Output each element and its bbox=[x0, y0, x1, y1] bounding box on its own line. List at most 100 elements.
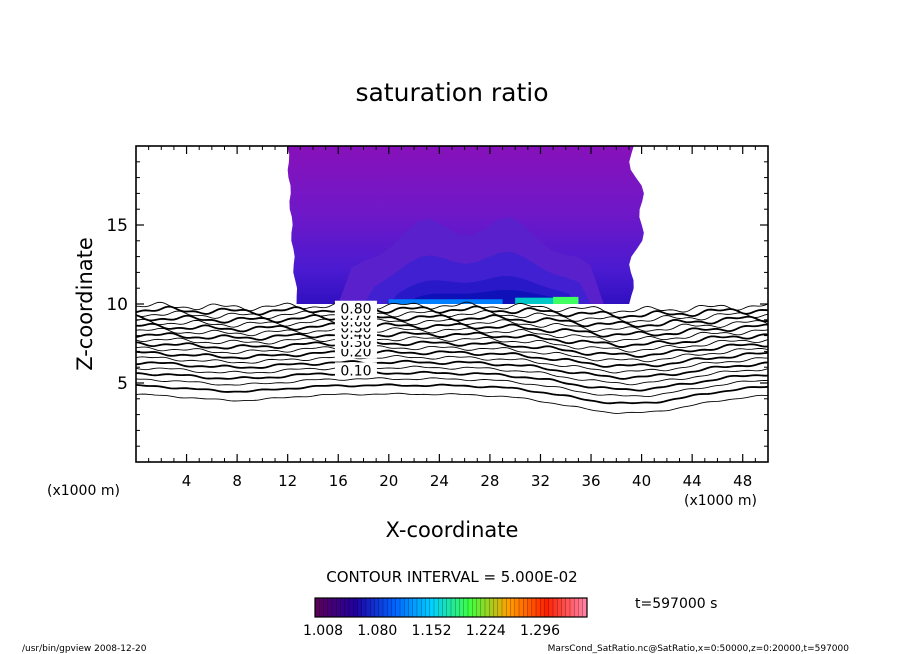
x-axis-label: X-coordinate bbox=[386, 518, 519, 542]
colorbar-swatch bbox=[570, 598, 575, 617]
contour-labels: 0.100.200.300.400.500.600.700.80 bbox=[334, 300, 377, 379]
colorbar-swatch bbox=[353, 598, 358, 617]
x-unit-right: (x1000 m) bbox=[684, 493, 757, 509]
colorbar-swatch bbox=[514, 598, 520, 617]
colorbar-swatch bbox=[497, 598, 503, 617]
colorbar-swatch bbox=[400, 598, 405, 617]
contour-line bbox=[136, 330, 768, 348]
colorbar-swatch bbox=[366, 598, 371, 617]
colorbar-swatch bbox=[527, 598, 533, 617]
colorbar-swatch bbox=[446, 598, 452, 617]
footer-right: MarsCond_SatRatio.nc@SatRatio,x=0:50000,… bbox=[548, 644, 850, 654]
contour-line bbox=[136, 322, 768, 338]
y-tick-label: 15 bbox=[106, 216, 128, 236]
colorbar-swatch bbox=[383, 598, 388, 617]
x-axis-ticks: 4 8 12 16 20 24 28 32 36 40 44 48 bbox=[148, 146, 756, 490]
x-tick-label: 44 bbox=[683, 472, 702, 490]
colorbar-swatch bbox=[544, 598, 550, 617]
x-tick-label: 28 bbox=[480, 472, 499, 490]
colorbar-swatch bbox=[349, 598, 354, 617]
contour-line bbox=[136, 392, 768, 414]
colorbar-swatch bbox=[332, 598, 337, 617]
colorbar-swatch bbox=[412, 598, 418, 617]
colorbar-swatch bbox=[463, 598, 469, 617]
colorbar-swatch bbox=[553, 598, 558, 617]
x-tick-label: 40 bbox=[632, 472, 651, 490]
contour-line bbox=[136, 383, 768, 405]
peak-value-band bbox=[553, 296, 579, 304]
contour-line bbox=[136, 365, 768, 386]
contour-lines bbox=[136, 301, 768, 414]
colorbar-swatch bbox=[323, 598, 329, 617]
plot-area bbox=[136, 146, 768, 414]
colorbar-swatch bbox=[506, 598, 511, 617]
high-value-band bbox=[515, 297, 579, 304]
x-tick-label: 16 bbox=[329, 472, 348, 490]
colorbar-swatch bbox=[493, 598, 499, 617]
colorbar-swatch bbox=[429, 598, 435, 617]
colorbar-swatch bbox=[578, 598, 584, 617]
colorbar-swatch bbox=[340, 598, 346, 617]
colorbar-swatch bbox=[315, 598, 320, 617]
contour-interval: CONTOUR INTERVAL = 5.000E-02 bbox=[326, 568, 577, 586]
footer-left: /usr/bin/gpview 2008-12-20 bbox=[22, 644, 147, 654]
colorbar-swatch bbox=[361, 598, 367, 617]
chart-title: saturation ratio bbox=[355, 78, 548, 107]
contour-line bbox=[136, 335, 768, 353]
colorbar-swatch bbox=[370, 598, 375, 617]
contour-line bbox=[136, 359, 768, 380]
time-label: t=597000 s bbox=[635, 596, 717, 612]
y-axis-label: Z-coordinate bbox=[73, 237, 97, 371]
colorbar bbox=[314, 598, 588, 617]
colorbar-swatch bbox=[531, 598, 537, 617]
contour-line bbox=[136, 340, 768, 358]
colorbar-tick-label: 1.224 bbox=[466, 623, 506, 639]
x-tick-label: 32 bbox=[531, 472, 550, 490]
colorbar-swatch bbox=[408, 598, 414, 617]
colorbar-tick-labels: 1.008 1.080 1.152 1.224 1.296 bbox=[303, 623, 560, 639]
contour-line bbox=[136, 377, 768, 397]
contour-line bbox=[136, 345, 768, 363]
colorbar-tick-label: 1.296 bbox=[520, 623, 560, 639]
colorbar-swatch bbox=[374, 598, 380, 617]
colorbar-swatch bbox=[459, 598, 465, 617]
colorbar-swatch bbox=[523, 598, 528, 617]
colorbar-swatch bbox=[472, 598, 477, 617]
colorbar-swatch bbox=[510, 598, 516, 617]
x-tick-label: 48 bbox=[733, 472, 752, 490]
contour-line bbox=[136, 301, 768, 314]
contour-line bbox=[136, 305, 768, 319]
contour-line bbox=[136, 313, 768, 328]
colorbar-swatch bbox=[468, 598, 473, 617]
contour-line bbox=[136, 355, 768, 374]
colorbar-swatch bbox=[404, 598, 409, 617]
colorbar-swatch bbox=[327, 598, 333, 617]
colorbar-swatch bbox=[417, 598, 422, 617]
colorbar-swatch bbox=[387, 598, 392, 617]
colorbar-swatch bbox=[485, 598, 490, 617]
colorbar-swatch bbox=[451, 598, 456, 617]
colorbar-swatch bbox=[480, 598, 486, 617]
colorbar-swatch bbox=[502, 598, 507, 617]
colorbar-frame bbox=[314, 597, 588, 618]
colorbar-swatch bbox=[395, 598, 401, 617]
colorbar-swatch bbox=[455, 598, 460, 617]
colorbar-swatch bbox=[425, 598, 431, 617]
colorbar-swatch bbox=[561, 598, 567, 617]
contour-label-bg bbox=[334, 300, 377, 316]
colorbar-swatch bbox=[442, 598, 448, 617]
shaded-supersaturated-region bbox=[287, 146, 644, 304]
x-tick-label: 12 bbox=[278, 472, 297, 490]
x-tick-label: 24 bbox=[430, 472, 449, 490]
colorbar-swatch bbox=[378, 598, 384, 617]
x-tick-label: 20 bbox=[379, 472, 398, 490]
colorbar-swatch bbox=[434, 598, 439, 617]
colorbar-swatch bbox=[582, 598, 588, 617]
colorbar-swatch bbox=[344, 598, 350, 617]
colorbar-tick-label: 1.008 bbox=[303, 623, 343, 639]
colorbar-swatch bbox=[519, 598, 524, 617]
colorbar-swatch bbox=[336, 598, 341, 617]
colorbar-swatch bbox=[489, 598, 494, 617]
colorbar-swatch bbox=[565, 598, 571, 617]
